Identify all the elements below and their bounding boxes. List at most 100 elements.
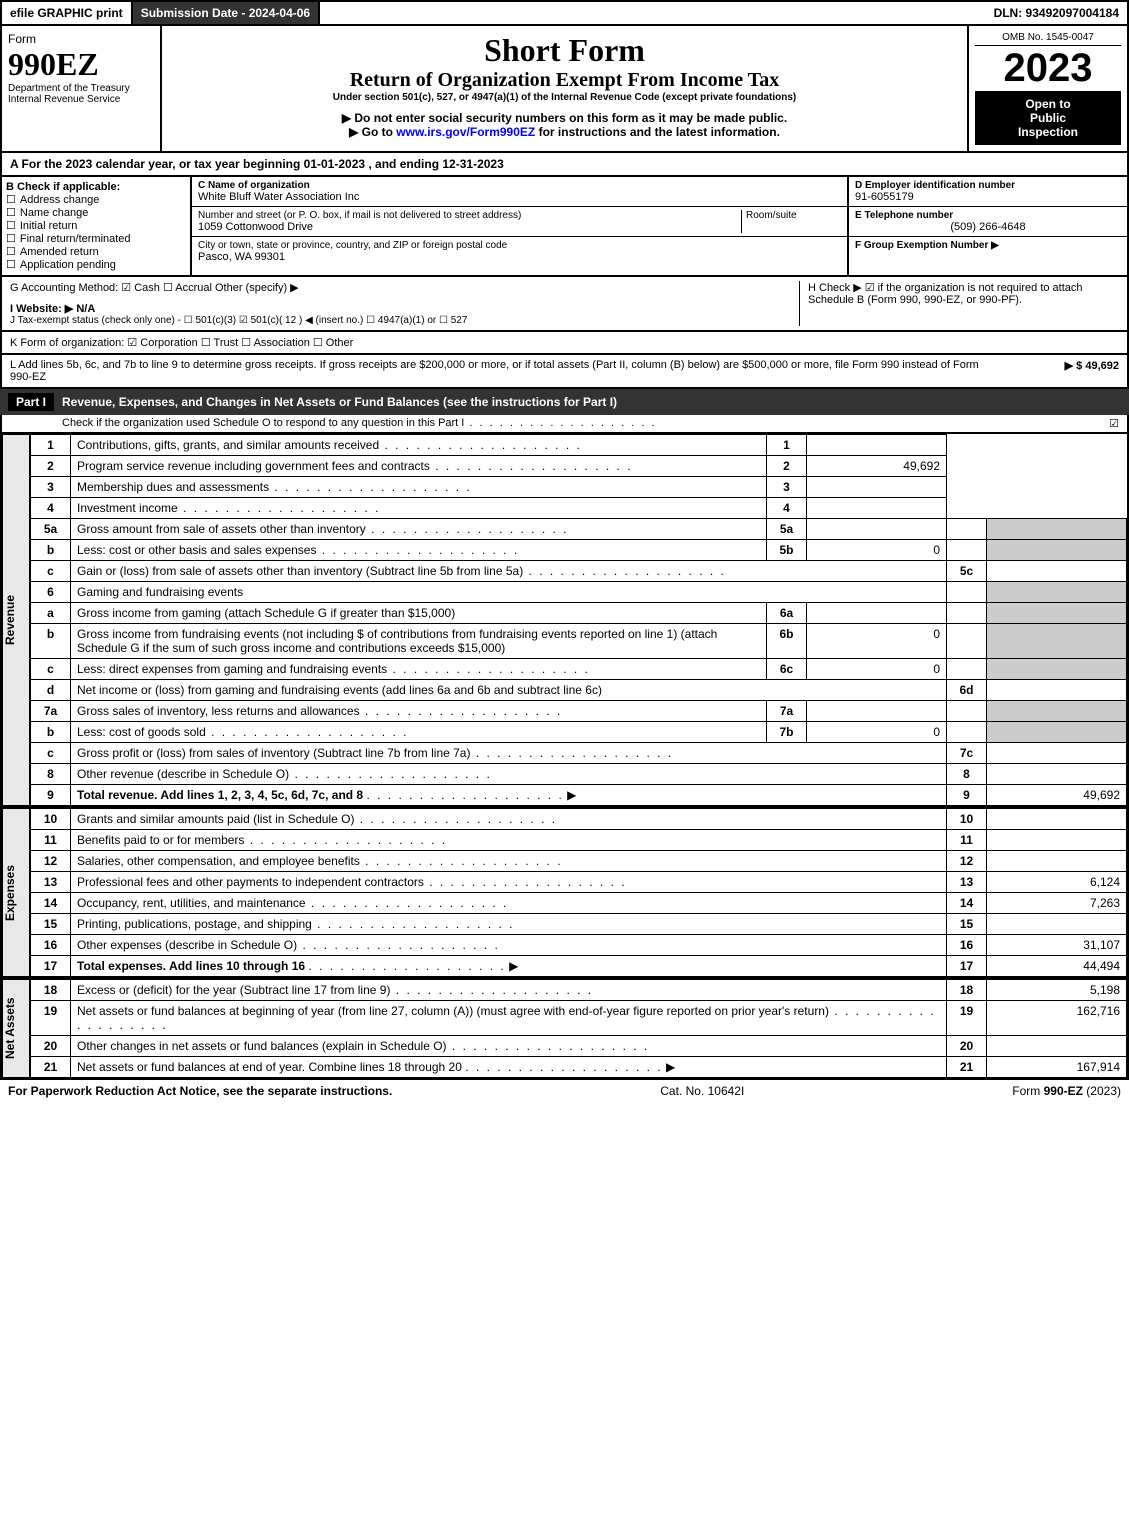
form-id-footer: Form 990-EZ (2023) [1012,1084,1121,1098]
ln-6a: a [31,603,71,624]
catalog-number: Cat. No. 10642I [660,1084,744,1098]
ln-7a-shade [947,701,987,722]
arrow-icon: ▶ [666,1060,675,1074]
public-inspection-badge: Open to Public Inspection [975,91,1121,145]
ln-17-text: Total expenses. Add lines 10 through 16 … [71,956,947,977]
badge-line-1: Open to [981,97,1115,111]
ln-20-amt [987,1036,1127,1057]
tax-year: 2023 [975,46,1121,91]
ln-8-amt [987,764,1127,785]
ln-5a: 5a [31,519,71,540]
dept-treasury: Department of the Treasury [8,83,154,94]
ln-6c-s: 6c [767,659,807,680]
ln-5a-sa [807,519,947,540]
ln-15: 15 [31,914,71,935]
ln-6-text: Gaming and fundraising events [71,582,947,603]
ln-11-amt [987,830,1127,851]
ln-14-amt: 7,263 [987,893,1127,914]
ln-21-text: Net assets or fund balances at end of ye… [71,1057,947,1078]
warn-link: ▶ Go to www.irs.gov/Form990EZ for instru… [168,125,961,139]
row-k: K Form of organization: ☑ Corporation ☐ … [0,332,1129,355]
ln-19: 19 [31,1001,71,1036]
ln-20: 20 [31,1036,71,1057]
arrow-icon: ▶ [509,959,518,973]
ln-6-shade [947,582,987,603]
ln-17-amt: 44,494 [987,956,1127,977]
ln-12-r: 12 [947,851,987,872]
ln-19-text: Net assets or fund balances at beginning… [71,1001,947,1036]
ln-6d: d [31,680,71,701]
ln-14: 14 [31,893,71,914]
ln-5c-amt [987,561,1127,582]
ln-5b-text: Less: cost or other basis and sales expe… [71,540,767,561]
box-b-title: B Check if applicable: [6,181,186,193]
schedule-o-checkbox[interactable]: ☑ [1109,417,1119,430]
name-label: C Name of organization [198,180,841,191]
net-assets-table: 18Excess or (deficit) for the year (Subt… [30,979,1127,1078]
ln-3-text: Membership dues and assessments [71,477,767,498]
ln-6d-r: 6d [947,680,987,701]
efile-print-button[interactable]: efile GRAPHIC print [2,2,133,24]
ln-6b-shade [947,624,987,659]
ln-16: 16 [31,935,71,956]
ln-6c: c [31,659,71,680]
chk-address-change[interactable]: Address change [6,193,186,206]
ln-5b: b [31,540,71,561]
ln-9-text: Total revenue. Add lines 1, 2, 3, 4, 5c,… [71,785,947,806]
ln-5c-text: Gain or (loss) from sale of assets other… [71,561,947,582]
ln-15-amt [987,914,1127,935]
ln-1-text: Contributions, gifts, grants, and simila… [71,435,767,456]
ln-11-text: Benefits paid to or for members [71,830,947,851]
ln-10: 10 [31,809,71,830]
warn-ssn: ▶ Do not enter social security numbers o… [168,111,961,125]
ln-10-amt [987,809,1127,830]
expenses-vlabel: Expenses [2,808,30,977]
line-a-tax-year: A For the 2023 calendar year, or tax yea… [0,153,1129,177]
ln-7b-s: 7b [767,722,807,743]
identity-section: B Check if applicable: Address change Na… [0,177,1129,277]
ln-7b-shade [947,722,987,743]
ln-17-label: Total expenses. Add lines 10 through 16 [77,959,305,973]
ln-9-amt: 49,692 [987,785,1127,806]
chk-final-return[interactable]: Final return/terminated [6,232,186,245]
ln-4: 4 [31,498,71,519]
ln-15-text: Printing, publications, postage, and shi… [71,914,947,935]
expenses-table: 10Grants and similar amounts paid (list … [30,808,1127,977]
form-word: Form [8,32,154,46]
chk-amended-return[interactable]: Amended return [6,245,186,258]
ln-20-r: 20 [947,1036,987,1057]
ln-16-text: Other expenses (describe in Schedule O) [71,935,947,956]
form-title: Return of Organization Exempt From Incom… [168,69,961,92]
ln-5a-text: Gross amount from sale of assets other t… [71,519,767,540]
ln-5b-amt-shade [987,540,1127,561]
chk-initial-return[interactable]: Initial return [6,219,186,232]
dln-number: DLN: 93492097004184 [986,2,1127,24]
org-name: White Bluff Water Association Inc [198,191,841,203]
row-l: L Add lines 5b, 6c, and 7b to line 9 to … [0,355,1129,389]
ln-14-r: 14 [947,893,987,914]
irs-link[interactable]: www.irs.gov/Form990EZ [396,125,535,139]
schedule-o-check-text: Check if the organization used Schedule … [62,417,657,430]
ln-5b-shade [947,540,987,561]
ln-7b-amt-shade [987,722,1127,743]
ln-7a: 7a [31,701,71,722]
ln-7b-sa: 0 [807,722,947,743]
website: I Website: ▶ N/A [10,302,791,315]
ln-6c-shade [947,659,987,680]
ln-6a-amt-shade [987,603,1127,624]
ln-13: 13 [31,872,71,893]
ln-1-amt [807,435,947,456]
chk-name-change[interactable]: Name change [6,206,186,219]
badge-line-3: Inspection [981,125,1115,139]
ein-value: 91-6055179 [855,191,1121,203]
ln-6b-s: 6b [767,624,807,659]
ln-16-amt: 31,107 [987,935,1127,956]
ln-2-r: 2 [767,456,807,477]
ln-5b-sa: 0 [807,540,947,561]
ln-4-amt [807,498,947,519]
street-address: 1059 Cottonwood Drive [198,221,741,233]
chk-application-pending[interactable]: Application pending [6,258,186,271]
ln-13-r: 13 [947,872,987,893]
ln-18-text: Excess or (deficit) for the year (Subtra… [71,980,947,1001]
city-state-zip: Pasco, WA 99301 [198,251,841,263]
